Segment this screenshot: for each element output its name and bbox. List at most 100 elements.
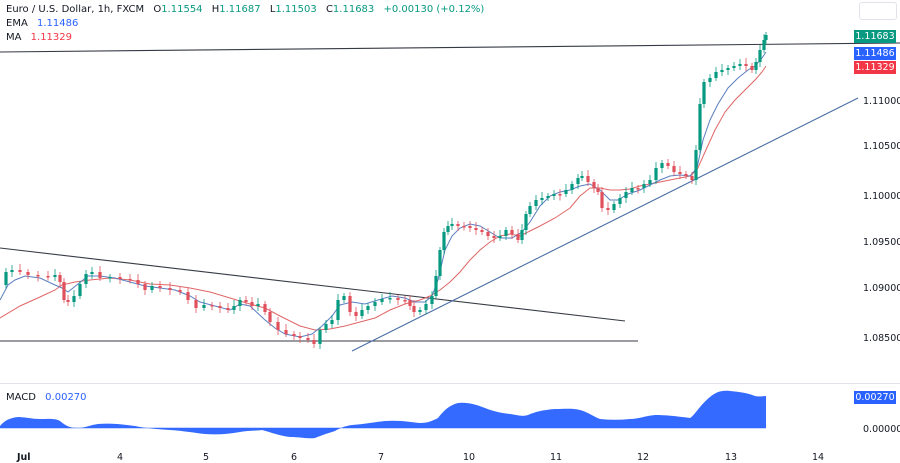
bearish-candle: [354, 312, 358, 316]
bearish-candle: [292, 334, 296, 336]
bearish-candle: [468, 226, 472, 228]
bearish-candle: [168, 288, 172, 290]
bearish-candle: [178, 290, 182, 292]
symbol-title: Euro / U.S. Dollar, 1h, FXCM: [6, 4, 145, 15]
bullish-candle: [754, 62, 758, 70]
time-axis-label: Jul: [16, 452, 31, 463]
ema-line: [0, 51, 767, 338]
bearish-candle: [348, 296, 352, 312]
bearish-candle: [26, 272, 30, 275]
bearish-candle: [750, 66, 754, 70]
bearish-candle: [462, 226, 466, 228]
bearish-candle: [596, 188, 600, 192]
bullish-candle: [612, 204, 616, 210]
ohlc-close: C1.11683: [325, 4, 375, 15]
price-axis-label: 1.08500: [863, 333, 900, 344]
bullish-candle: [90, 272, 94, 274]
price-axis-label: 1.11000: [863, 96, 900, 107]
bullish-candle: [552, 194, 556, 196]
bearish-candle: [690, 176, 694, 180]
bearish-candle: [158, 286, 162, 288]
time-axis-label: 10: [463, 452, 475, 463]
bullish-candle: [424, 304, 428, 310]
bearish-candle: [194, 300, 198, 308]
bearish-candle: [666, 163, 670, 166]
bearish-candle: [486, 232, 490, 236]
bullish-candle: [108, 277, 112, 279]
bearish-candle: [606, 208, 610, 210]
price-axis-label: 1.10500: [863, 141, 900, 152]
bearish-candle: [408, 300, 412, 306]
price-axis-label: 1.09000: [863, 283, 900, 294]
bearish-candle: [143, 284, 147, 290]
macd-legend[interactable]: MACD 0.00270: [6, 392, 87, 403]
ascending-trendline: [351, 97, 859, 352]
bullish-candle: [708, 78, 712, 82]
time-axis-label: 4: [117, 452, 123, 463]
ema-legend[interactable]: EMA 1.11486: [6, 18, 79, 29]
bearish-candle: [672, 166, 676, 172]
bearish-candle: [636, 188, 640, 190]
price-axis-label: 1.09500: [863, 237, 900, 248]
bearish-candle: [516, 234, 520, 240]
bearish-candle: [456, 224, 460, 226]
bullish-candle: [342, 296, 346, 300]
bullish-candle: [388, 298, 392, 300]
ma-line: [0, 65, 767, 331]
bearish-candle: [218, 306, 222, 308]
bearish-candle: [46, 276, 50, 278]
bearish-candle: [98, 272, 102, 278]
bullish-candle: [714, 72, 718, 78]
price-axis-label: 1.10000: [863, 191, 900, 202]
ma-legend[interactable]: MA 1.11329: [6, 32, 73, 43]
bullish-candle: [618, 198, 622, 204]
bullish-candle: [764, 35, 768, 40]
bearish-candle: [492, 236, 496, 238]
bearish-candle: [474, 228, 478, 230]
bearish-candle: [284, 330, 288, 334]
bullish-candle: [660, 163, 664, 168]
bearish-candle: [36, 275, 40, 277]
bearish-candle: [586, 176, 590, 182]
bullish-candle: [726, 68, 730, 70]
candlesticks: [4, 32, 768, 349]
bullish-candle: [654, 168, 658, 180]
bearish-candle: [136, 280, 140, 284]
bullish-candle: [150, 286, 154, 290]
chart-settings-box[interactable]: [859, 2, 897, 20]
bullish-candle: [648, 180, 652, 184]
resistance-line: [0, 42, 900, 53]
bullish-candle: [762, 40, 766, 50]
bullish-candle: [78, 284, 82, 296]
time-axis-label: 5: [203, 452, 209, 463]
bullish-candle: [528, 206, 532, 214]
bullish-candle: [446, 226, 450, 232]
last-price-tag: 1.11683: [854, 30, 896, 43]
bullish-candle: [498, 236, 502, 238]
bearish-candle: [62, 282, 66, 300]
time-axis-label: 6: [291, 452, 297, 463]
bullish-candle: [720, 70, 724, 72]
bearish-candle: [18, 270, 22, 272]
bullish-candle: [434, 276, 438, 296]
descending-trendline: [0, 247, 626, 322]
chart-legend: Euro / U.S. Dollar, 1h, FXCM O1.11554 H1…: [6, 3, 484, 45]
bearish-candle: [558, 194, 562, 196]
bullish-candle: [524, 214, 528, 230]
bullish-candle: [546, 196, 550, 198]
ema-price-tag: 1.11486: [854, 47, 896, 60]
symbol-ohlc-row: Euro / U.S. Dollar, 1h, FXCM O1.11554 H1…: [6, 3, 484, 17]
bullish-candle: [540, 198, 544, 200]
bullish-candle: [534, 200, 538, 206]
bearish-candle: [600, 192, 604, 208]
bearish-candle: [58, 275, 62, 282]
macd-value: 0.00270: [45, 392, 87, 403]
time-axis-label: 7: [378, 452, 384, 463]
bullish-candle: [570, 184, 574, 190]
ohlc-high: H1.11687: [211, 4, 261, 15]
bullish-candle: [580, 176, 584, 178]
bearish-candle: [592, 182, 596, 188]
bearish-candle: [480, 230, 484, 232]
bearish-candle: [312, 340, 316, 344]
